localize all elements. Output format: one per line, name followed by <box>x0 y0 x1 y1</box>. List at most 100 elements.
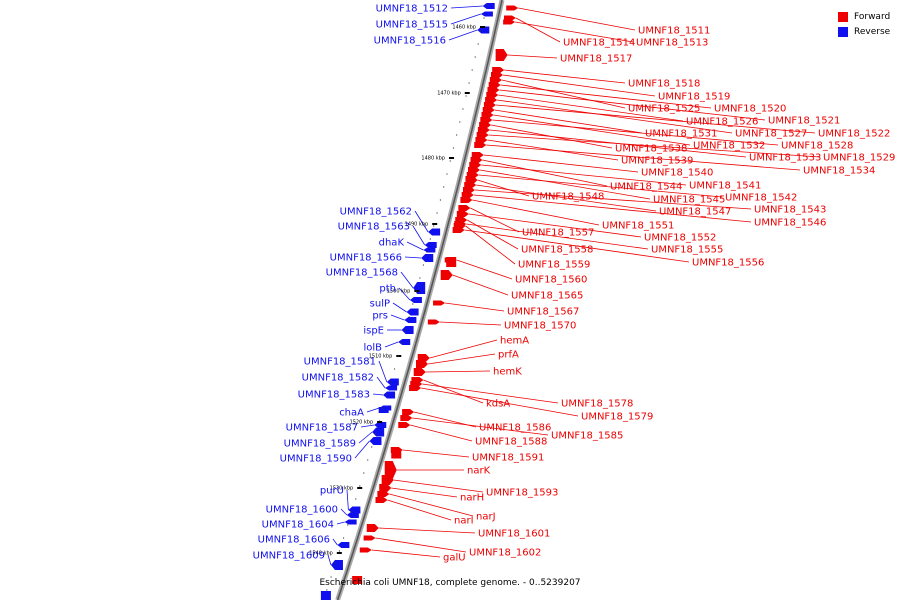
gene-label[interactable]: UMNF18_1529 <box>823 153 895 164</box>
gene-arrow[interactable] <box>423 247 436 253</box>
gene-arrow[interactable] <box>466 172 479 178</box>
gene-label[interactable]: UMNF18_1521 <box>768 116 840 127</box>
gene-arrow[interactable] <box>404 317 417 323</box>
gene-block[interactable] <box>378 407 389 413</box>
gene-label[interactable]: dhaK <box>379 238 405 249</box>
gene-arrow[interactable] <box>474 142 487 148</box>
gene-arrow[interactable] <box>337 542 350 548</box>
gene-arrow[interactable] <box>482 3 495 9</box>
gene-arrow[interactable] <box>460 197 473 203</box>
gene-arrow[interactable] <box>413 282 426 294</box>
gene-label[interactable]: prfA <box>498 350 519 361</box>
gene-label[interactable]: UMNF18_1541 <box>689 181 761 192</box>
gene-arrow[interactable] <box>398 339 411 345</box>
gene-arrow[interactable] <box>471 152 484 158</box>
gene-label[interactable]: UMNF18_1590 <box>280 454 352 465</box>
gene-label[interactable]: UMNF18_1609 <box>253 551 325 562</box>
gene-label[interactable]: UMNF18_1552 <box>644 233 716 244</box>
gene-arrow[interactable] <box>377 491 390 497</box>
gene-arrow[interactable] <box>433 300 446 306</box>
gene-label[interactable]: UMNF18_1525 <box>628 104 700 115</box>
gene-label[interactable]: UMNF18_1588 <box>475 437 547 448</box>
gene-arrow[interactable] <box>475 137 488 143</box>
gene-label[interactable]: UMNF18_1602 <box>469 548 541 559</box>
gene-arrow[interactable] <box>424 242 437 248</box>
gene-label[interactable]: UMNF18_1562 <box>340 207 412 218</box>
gene-label[interactable]: UMNF18_1604 <box>262 520 334 531</box>
gene-label[interactable]: UMNF18_1527 <box>735 129 807 140</box>
gene-arrow[interactable] <box>369 437 382 445</box>
gene-arrow[interactable] <box>421 254 434 262</box>
gene-label[interactable]: UMNF18_1531 <box>645 129 717 140</box>
gene-label[interactable]: UMNF18_1579 <box>581 412 653 423</box>
gene-arrow[interactable] <box>479 122 492 128</box>
gene-label[interactable]: prs <box>372 311 388 322</box>
gene-arrow[interactable] <box>480 11 493 17</box>
gene-arrow[interactable] <box>483 102 496 108</box>
gene-arrow[interactable] <box>467 167 480 173</box>
gene-arrow[interactable] <box>381 475 394 485</box>
gene-label[interactable]: narJ <box>476 512 496 523</box>
gene-arrow[interactable] <box>406 308 419 316</box>
gene-label[interactable]: sulP <box>370 299 390 310</box>
gene-arrow[interactable] <box>485 97 498 103</box>
gene-arrow[interactable] <box>490 72 503 78</box>
gene-label[interactable]: UMNF18_1593 <box>486 488 558 499</box>
gene-arrow[interactable] <box>344 519 357 525</box>
gene-arrow[interactable] <box>487 87 500 93</box>
gene-label[interactable]: UMNF18_1565 <box>511 291 583 302</box>
gene-arrow[interactable] <box>495 49 508 61</box>
gene-arrow[interactable] <box>402 409 415 415</box>
gene-label[interactable]: UMNF18_1551 <box>602 221 674 232</box>
gene-arrow[interactable] <box>359 547 372 553</box>
gene-arrow[interactable] <box>464 182 477 188</box>
gene-arrow[interactable] <box>398 422 411 428</box>
gene-label[interactable]: UMNF18_1548 <box>532 192 604 203</box>
gene-label[interactable]: UMNF18_1512 <box>376 4 448 15</box>
gene-label[interactable]: UMNF18_1539 <box>621 156 693 167</box>
gene-arrow[interactable] <box>363 535 376 541</box>
gene-arrow[interactable] <box>346 512 359 518</box>
gene-arrow[interactable] <box>386 378 399 386</box>
gene-label[interactable]: UMNF18_1543 <box>754 205 826 216</box>
gene-label[interactable]: UMNF18_1517 <box>560 54 632 65</box>
gene-arrow[interactable] <box>372 427 385 437</box>
gene-arrow[interactable] <box>488 82 501 88</box>
gene-label[interactable]: UMNF18_1587 <box>286 423 358 434</box>
gene-label[interactable]: UMNF18_1518 <box>628 79 700 90</box>
gene-label[interactable]: UMNF18_1544 <box>610 182 682 193</box>
gene-label[interactable]: purU <box>320 486 344 497</box>
gene-arrow[interactable] <box>477 26 490 34</box>
gene-label[interactable]: narI <box>454 516 474 527</box>
gene-block[interactable] <box>352 576 363 584</box>
gene-arrow[interactable] <box>458 205 471 211</box>
gene-label[interactable]: UMNF18_1570 <box>504 321 576 332</box>
gene-label[interactable]: UMNF18_1558 <box>521 245 593 256</box>
gene-arrow[interactable] <box>456 211 469 217</box>
gene-arrow[interactable] <box>462 187 475 193</box>
gene-label[interactable]: UMNF18_1540 <box>641 168 713 179</box>
gene-label[interactable]: UMNF18_1567 <box>507 307 579 318</box>
gene-block[interactable] <box>320 591 331 600</box>
gene-arrow[interactable] <box>506 5 519 11</box>
gene-arrow[interactable] <box>482 107 495 113</box>
gene-label[interactable]: UMNF18_1547 <box>659 207 731 218</box>
gene-label[interactable]: UMNF18_1546 <box>754 218 826 229</box>
gene-label[interactable]: kdsA <box>486 399 510 410</box>
gene-arrow[interactable] <box>374 422 387 428</box>
gene-arrow[interactable] <box>385 385 398 391</box>
gene-arrow[interactable] <box>461 192 474 198</box>
gene-label[interactable]: UMNF18_1606 <box>258 535 330 546</box>
gene-label[interactable]: UMNF18_1511 <box>638 26 710 37</box>
gene-arrow[interactable] <box>428 228 441 236</box>
gene-arrow[interactable] <box>440 270 453 280</box>
gene-arrow[interactable] <box>413 368 426 376</box>
gene-label[interactable]: UMNF18_1520 <box>714 104 786 115</box>
gene-arrow[interactable] <box>384 461 397 479</box>
gene-label[interactable]: UMNF18_1560 <box>515 275 587 286</box>
gene-label[interactable]: UMNF18_1534 <box>803 166 875 177</box>
gene-arrow[interactable] <box>409 297 422 303</box>
gene-label[interactable]: narH <box>460 493 484 504</box>
gene-arrow[interactable] <box>469 162 482 168</box>
gene-arrow[interactable] <box>452 227 465 233</box>
